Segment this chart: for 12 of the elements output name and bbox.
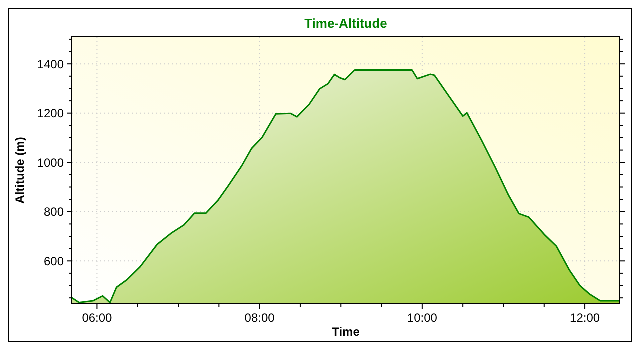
x-axis-title: Time (332, 325, 360, 339)
y-tick-label: 1200 (37, 106, 64, 121)
y-tick-label: 1400 (37, 57, 64, 72)
y-axis-title: Altitude (m) (13, 137, 27, 204)
y-tick-label: 800 (44, 205, 64, 220)
x-tick-label: 08:00 (244, 311, 276, 325)
y-tick-label: 600 (44, 254, 64, 268)
x-tick-label: 06:00 (82, 311, 113, 325)
x-tick-label: 10:00 (407, 311, 438, 325)
chart-title: Time-Altitude (304, 16, 388, 31)
x-tick-label: 12:00 (570, 311, 600, 325)
y-tick-label: 1000 (37, 156, 64, 170)
